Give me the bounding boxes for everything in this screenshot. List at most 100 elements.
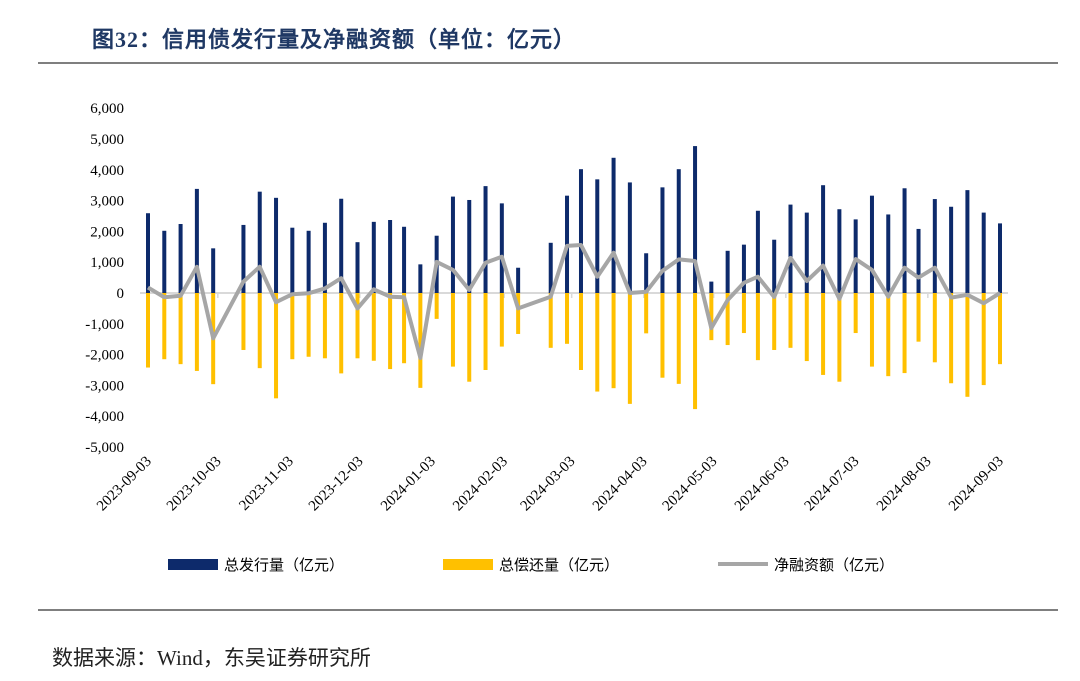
x-tick-label: 2024-02-03 [450,454,511,515]
issuance-bar [804,212,809,293]
repayment-bar [755,293,760,361]
issuance-bar [274,197,279,293]
legend-label-repayment: 总偿还量（亿元） [499,557,619,574]
repayment-bar [388,293,393,370]
y-tick-label: 4,000 [90,163,124,179]
issuance-bar [611,157,616,293]
issuance-bar [402,226,407,293]
issuance-bar [821,185,826,293]
repayment-bar [772,293,777,350]
issuance-bar [981,212,986,293]
issuance-bar [998,223,1002,293]
repayment-bar [565,293,570,344]
y-tick-label: 1,000 [90,255,124,271]
repayment-bar [499,293,504,347]
y-tick-label: 2,000 [90,224,124,240]
issuance-bar [211,248,216,293]
issuance-bar [194,188,199,293]
issuance-bar [467,199,472,293]
issuance-bar [290,227,295,293]
repayment-bar [483,293,488,370]
repayment-bar [965,293,970,397]
x-tick-label: 2024-07-03 [802,454,863,515]
repayment-bar [981,293,986,386]
issuance-bar [178,224,183,293]
legend-swatch-repayment [443,559,493,570]
y-tick-label: 5,000 [90,132,124,148]
repayment-bar [644,293,649,334]
legend: 总发行量（亿元） 总偿还量（亿元） 净融资额（亿元） [168,557,894,574]
repayment-bar [290,293,295,360]
repayment-bar [162,293,167,360]
repayment-bar [578,293,583,370]
issuance-bar [339,198,344,293]
issuance-bar [578,169,583,293]
x-tick-label: 2024-09-03 [946,454,1007,515]
repayment-bar [741,293,746,334]
issuance-bar [869,195,874,293]
issuance-bar [725,250,730,293]
repayment-bar [627,293,632,404]
repayment-bar [916,293,921,342]
repayment-bar [418,293,423,388]
issuance-bar [146,213,150,293]
issuance-bar [644,253,649,293]
y-tick-label: 6,000 [90,101,124,117]
x-tick-label: 2023-10-03 [164,454,225,515]
repayment-bar [306,293,311,357]
y-tick-label: -3,000 [85,378,124,394]
issuance-bar [853,219,858,293]
issuance-bar [965,190,970,293]
legend-label-issuance: 总发行量（亿元） [224,557,344,574]
repayment-bar [821,293,826,375]
repayment-bar [241,293,246,350]
repayment-bar [371,293,376,361]
issuance-bar [548,242,553,293]
bars [146,146,1002,410]
net-line [146,243,1002,360]
repayment-bar [467,293,472,382]
issuance-bar [595,179,600,293]
issuance-bar [693,146,698,293]
y-tick-label: -2,000 [85,348,124,364]
issuance-bar [450,196,455,293]
issuance-bar [837,209,842,293]
y-tick-label: 0 [117,286,125,302]
issuance-bar [772,239,777,293]
y-tick-label: -4,000 [85,409,124,425]
repayment-bar [257,293,262,369]
y-axis: 6,000 5,000 4,000 3,000 2,000 1,000 0 -1,000 -2,… [85,101,124,456]
source-note: 数据来源：Wind，东吴证券研究所 [52,646,371,670]
issuance-bar [322,222,327,293]
issuance-bar [886,214,891,293]
y-tick-label: -1,000 [85,317,124,333]
issuance-bar [709,281,714,293]
repayment-bar [516,293,521,334]
x-tick-label: 2024-04-03 [590,454,651,515]
repayment-bar [837,293,842,382]
repayment-bar [853,293,858,334]
repayment-bar [194,293,199,371]
legend-swatch-issuance [168,559,218,570]
x-tick-label: 2023-09-03 [94,454,155,515]
figure-title: 图32：信用债发行量及净融资额（单位：亿元） [92,27,577,52]
repayment-bar [725,293,730,346]
repayment-bar [434,293,439,319]
repayment-bar [693,293,698,410]
x-tick-label: 2024-01-03 [378,454,439,515]
x-tick-label: 2024-05-03 [660,454,721,515]
repayment-bar [146,293,150,368]
y-tick-label: 3,000 [90,194,124,210]
issuance-bar [627,182,632,293]
issuance-bar [949,206,954,293]
repayment-bar [611,293,616,389]
legend-label-net: 净融资额（亿元） [774,557,894,574]
issuance-bar [916,228,921,293]
issuance-bar [355,242,360,293]
issuance-bar [371,221,376,293]
issuance-bar [306,230,311,293]
x-tick-label: 2023-12-03 [306,454,367,515]
issuance-bar [162,230,167,293]
issuance-bar [257,191,262,293]
repayment-bar [402,293,407,364]
